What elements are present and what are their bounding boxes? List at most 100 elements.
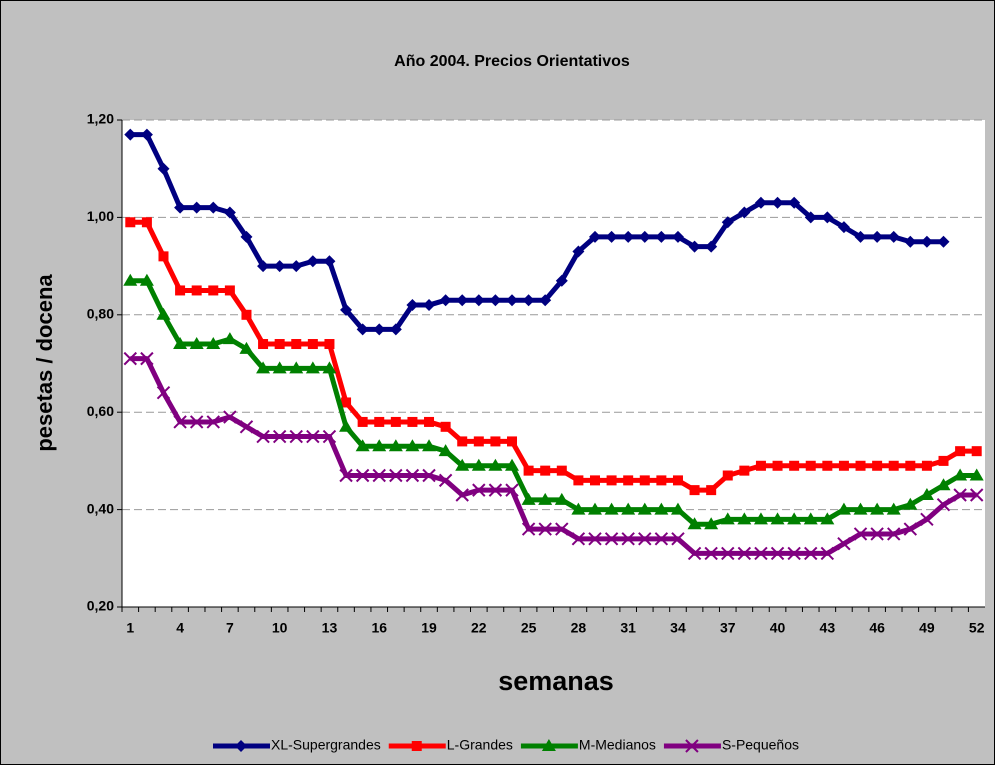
data-point — [704, 517, 719, 530]
data-point — [969, 488, 984, 502]
x-tick-label: 13 — [322, 620, 338, 636]
data-point — [488, 483, 503, 497]
data-point — [123, 273, 138, 286]
data-point — [554, 492, 569, 505]
data-point — [722, 470, 733, 481]
data-point — [870, 527, 884, 541]
data-point — [523, 465, 534, 476]
data-point — [290, 260, 303, 273]
data-point — [639, 475, 650, 486]
data-point — [971, 446, 982, 457]
data-point — [587, 502, 602, 515]
data-point — [141, 217, 152, 228]
data-point — [273, 260, 286, 273]
data-point — [490, 436, 501, 447]
data-point — [407, 416, 418, 427]
x-tick-label: 34 — [670, 620, 686, 636]
data-point — [969, 468, 984, 481]
data-point — [438, 444, 453, 457]
data-point — [455, 488, 469, 502]
data-point — [540, 465, 551, 476]
data-point — [687, 546, 702, 561]
data-point — [189, 415, 204, 429]
data-point — [604, 532, 619, 546]
data-point — [588, 230, 601, 243]
data-point — [638, 230, 651, 243]
data-point — [623, 475, 634, 486]
data-point — [175, 285, 186, 296]
x-tick-label: 28 — [571, 620, 587, 636]
data-point — [921, 460, 932, 471]
plot-area — [122, 120, 985, 607]
data-point — [721, 216, 734, 229]
data-point — [289, 361, 304, 374]
data-point — [123, 351, 138, 366]
data-point — [438, 473, 453, 488]
data-point — [341, 397, 352, 408]
data-point — [241, 309, 252, 320]
data-point — [937, 235, 950, 248]
data-point — [887, 527, 901, 541]
data-point — [836, 502, 851, 515]
data-point — [521, 522, 536, 536]
data-point — [457, 436, 468, 447]
data-point — [374, 416, 385, 427]
data-point — [787, 546, 801, 561]
legend-label: XL-Supergrandes — [271, 737, 381, 753]
data-point — [357, 416, 368, 427]
data-point — [573, 475, 584, 486]
data-point — [124, 128, 137, 141]
x-axis-title: semanas — [498, 666, 614, 696]
data-point — [789, 460, 800, 471]
data-point — [405, 468, 420, 483]
data-point — [720, 512, 735, 525]
data-point — [256, 361, 271, 374]
data-point — [903, 522, 918, 536]
data-point — [770, 546, 785, 561]
data-point — [656, 475, 667, 486]
data-point — [389, 323, 402, 336]
x-tick-label: 7 — [226, 620, 234, 636]
data-point — [173, 337, 188, 350]
data-point — [223, 206, 236, 219]
data-point — [737, 512, 752, 525]
data-point — [621, 502, 636, 515]
data-point — [272, 361, 287, 374]
data-point — [423, 299, 436, 312]
data-point — [822, 460, 833, 471]
data-point — [456, 294, 469, 307]
data-point — [189, 337, 204, 350]
x-tick-label: 49 — [919, 620, 935, 636]
data-point — [323, 255, 336, 268]
x-tick-label: 4 — [176, 620, 184, 636]
x-tick-label: 46 — [869, 620, 885, 636]
data-point — [905, 460, 916, 471]
data-point — [424, 416, 435, 427]
data-point — [853, 527, 868, 541]
data-point — [803, 512, 818, 525]
data-point — [372, 468, 386, 483]
data-point — [738, 206, 751, 219]
data-point — [589, 475, 600, 486]
data-point — [471, 458, 486, 471]
data-point — [805, 460, 816, 471]
data-point — [571, 532, 586, 546]
data-point — [306, 255, 319, 268]
data-point — [174, 201, 187, 214]
data-point — [157, 162, 170, 175]
data-point — [903, 497, 918, 510]
data-point — [291, 339, 302, 350]
data-point — [539, 294, 552, 307]
data-point — [853, 502, 868, 515]
data-point — [256, 429, 270, 444]
data-point — [904, 235, 917, 248]
data-point — [322, 361, 337, 374]
chart-title: Año 2004. Precios Orientativos — [394, 53, 630, 70]
data-point — [355, 439, 370, 452]
legend-label: L-Grandes — [447, 737, 513, 753]
x-tick-label: 40 — [770, 620, 786, 636]
data-point — [190, 201, 203, 214]
x-tick-label: 31 — [620, 620, 636, 636]
data-point — [488, 458, 503, 471]
data-point — [820, 512, 835, 525]
